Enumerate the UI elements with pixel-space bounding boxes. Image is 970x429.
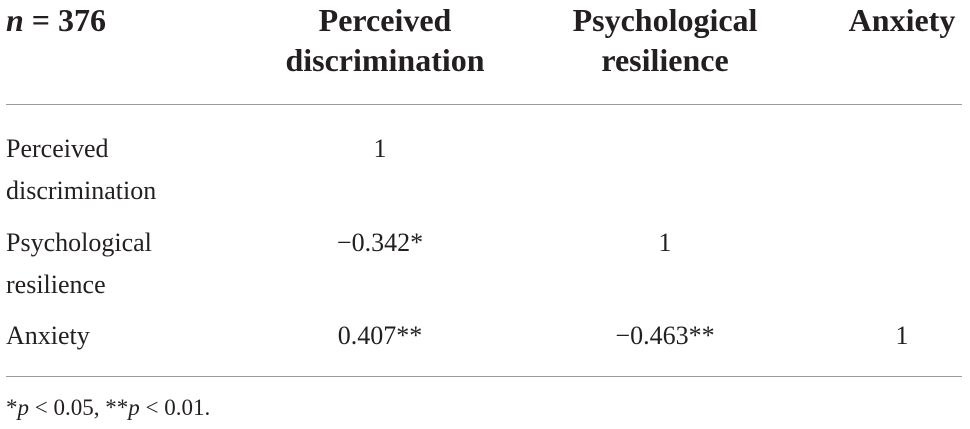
cell-r2-c2: 1 bbox=[658, 228, 672, 257]
cell-r2-c1: −0.342* bbox=[336, 228, 424, 257]
cell-r3-c1: 0.407** bbox=[337, 321, 423, 350]
footnote-threshold: < 0.01. bbox=[139, 395, 211, 420]
significance-footnote: *p < 0.05, **p < 0.01. bbox=[6, 393, 210, 423]
table-bottom-divider bbox=[6, 376, 962, 377]
row-label-line: Psychological bbox=[6, 228, 152, 257]
row-label-line: discrimination bbox=[6, 176, 157, 205]
column-header-line: discrimination bbox=[285, 42, 485, 78]
footnote-star: * bbox=[6, 395, 18, 420]
column-header-line: resilience bbox=[601, 42, 729, 78]
column-header-perceived-discrimination: Perceived discrimination bbox=[270, 0, 500, 80]
row-label-line: Anxiety bbox=[6, 321, 90, 350]
cell-r3-c3: 1 bbox=[895, 321, 909, 350]
row-label-anxiety: Anxiety bbox=[6, 315, 90, 357]
footnote-star: ** bbox=[105, 395, 129, 420]
column-header-line: Anxiety bbox=[848, 2, 956, 38]
row-label-line: Perceived bbox=[6, 134, 109, 163]
column-header-line: Psychological bbox=[572, 2, 758, 38]
cell-r3-c2: −0.463** bbox=[615, 321, 715, 350]
column-header-line: Perceived bbox=[318, 2, 452, 38]
sample-size-variable: n bbox=[6, 2, 24, 38]
column-header-psychological-resilience: Psychological resilience bbox=[550, 0, 780, 80]
row-label-line: resilience bbox=[6, 270, 106, 299]
footnote-p: p bbox=[128, 395, 140, 420]
sample-size-header: n = 376 bbox=[6, 0, 106, 40]
row-label-perceived-discrimination: Perceived discrimination bbox=[6, 128, 156, 212]
column-header-anxiety: Anxiety bbox=[836, 0, 968, 40]
row-label-psychological-resilience: Psychological resilience bbox=[6, 222, 152, 306]
footnote-p: p bbox=[17, 395, 30, 420]
header-divider bbox=[6, 104, 962, 105]
sample-size-value: = 376 bbox=[23, 2, 107, 38]
footnote-threshold: < 0.05, bbox=[29, 395, 106, 420]
cell-r1-c1: 1 bbox=[373, 134, 387, 163]
